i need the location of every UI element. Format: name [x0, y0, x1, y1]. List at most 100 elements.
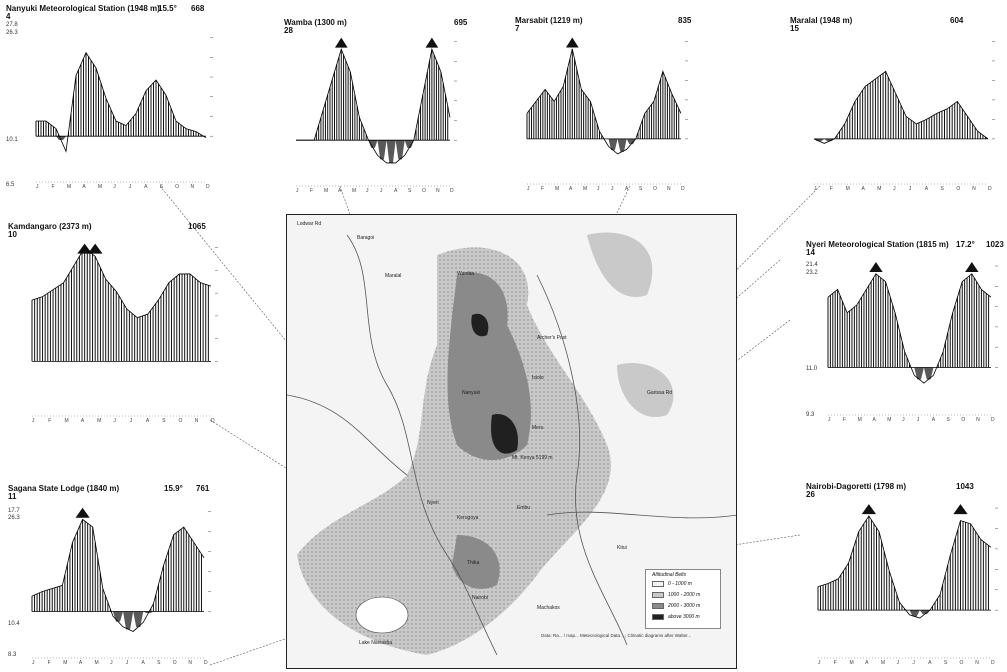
month-label: A: [144, 184, 148, 190]
arid-period: [377, 140, 387, 160]
month-label: O: [173, 660, 177, 666]
month-label: J: [113, 184, 116, 190]
place-label: Garissa Rd: [647, 390, 673, 396]
month-label: M: [846, 186, 850, 192]
arid-period: [404, 140, 414, 148]
month-label: J: [366, 188, 369, 194]
y-label: 9.3: [806, 412, 815, 418]
annual-rainfall: 604: [950, 16, 964, 25]
month-label: N: [972, 186, 976, 192]
month-label: J: [893, 186, 896, 192]
perhumid-peak: [75, 507, 90, 518]
month-label: D: [211, 418, 215, 424]
month-label: A: [932, 417, 936, 423]
month-label: J: [917, 417, 920, 423]
diagram-title: Kamdangaro (2373 m): [8, 222, 92, 231]
arid-period: [112, 611, 124, 622]
month-label: F: [48, 660, 51, 666]
place-label: Lodwar Rd: [297, 221, 322, 227]
place-label: Baragoi: [357, 235, 375, 241]
observation-years: 7: [515, 24, 520, 33]
place-label: Maralal: [385, 273, 402, 279]
month-label: D: [988, 186, 992, 192]
y-label: 26.3: [6, 30, 18, 36]
arid-period: [824, 138, 835, 142]
month-label: N: [188, 660, 192, 666]
month-label: S: [408, 188, 412, 194]
month-label: A: [861, 186, 865, 192]
month-label: J: [828, 417, 831, 423]
arid-period: [56, 136, 66, 141]
legend-swatch: [652, 614, 664, 620]
annual-rainfall: 761: [196, 484, 210, 493]
arid-period: [914, 367, 924, 380]
month-label: J: [296, 188, 299, 194]
month-label: A: [81, 418, 85, 424]
month-label: J: [32, 418, 35, 424]
month-label: N: [976, 417, 980, 423]
y-label: 10.1: [6, 137, 18, 143]
y-label: 23.2: [806, 270, 818, 276]
diagram-title: Nyeri Meteorological Station (1815 m): [806, 240, 949, 249]
lake-naivasha: [355, 596, 409, 634]
month-label: A: [865, 660, 869, 666]
month-label: O: [175, 184, 179, 190]
month-label: A: [146, 418, 150, 424]
legend-label: above 3000 m: [668, 614, 700, 620]
month-label: J: [912, 660, 915, 666]
arid-period: [919, 610, 930, 615]
topographic-map: Maralal Baragoi Wamba Archer's Post Isio…: [286, 214, 737, 669]
y-label: 17.7: [8, 508, 20, 514]
month-label: D: [204, 660, 208, 666]
month-label: N: [195, 418, 199, 424]
month-label: N: [975, 660, 979, 666]
annual-rainfall: 668: [191, 4, 205, 13]
month-label: A: [394, 188, 398, 194]
month-label: S: [944, 660, 948, 666]
place-label: Isiolo: [532, 375, 544, 381]
arid-period: [386, 140, 396, 164]
month-label: S: [160, 184, 164, 190]
perhumid-peak: [87, 243, 103, 254]
month-label: J: [113, 418, 116, 424]
legend-entry: 2000 - 3000 m: [652, 603, 716, 610]
legend-label: 2000 - 3000 m: [668, 603, 701, 609]
diagram-title: Sagana State Lodge (1840 m): [8, 484, 120, 493]
month-label: D: [206, 184, 210, 190]
climate-diagram-kamdangaro: Kamdangaro (2373 m) 1065 10 J F M A M J J A S O N D: [8, 222, 233, 432]
perhumid-peak: [965, 262, 979, 272]
precipitation-curve: [827, 273, 992, 384]
month-label: M: [849, 660, 853, 666]
month-label: O: [178, 418, 182, 424]
diagram-title: Nanyuki Meteorological Station (1948 m): [6, 4, 160, 13]
precipitation-curve: [817, 515, 992, 619]
month-label: O: [956, 186, 960, 192]
legend-entry: 1000 - 2000 m: [652, 592, 716, 599]
annual-rainfall: 1043: [956, 482, 974, 491]
relief-shading: [287, 215, 736, 668]
month-label: J: [129, 184, 132, 190]
month-label: M: [858, 417, 862, 423]
place-label: Wamba: [457, 271, 475, 277]
arid-period: [608, 138, 618, 151]
map-source-note: Data: Ra... / map... Meteorological Data…: [541, 633, 692, 638]
legend-label: 1000 - 2000 m: [668, 592, 701, 598]
legend-swatch: [652, 592, 664, 598]
month-label: J: [611, 186, 614, 192]
climate-diagram-maralal: Maralal (1948 m) 604 15 J F M A M J J A S O N D: [790, 16, 1007, 196]
month-label: O: [960, 660, 964, 666]
climate-diagram-marsabit: Marsabit (1219 m) 835 7 J F M A M J J A S O N D: [515, 16, 700, 196]
place-label: Nanyuki: [462, 390, 481, 396]
month-label: F: [51, 184, 54, 190]
precipitation-curve: [296, 47, 451, 164]
legend-title: Altitudinal Belts: [652, 572, 687, 578]
month-label: J: [126, 660, 129, 666]
month-label: A: [82, 184, 86, 190]
observation-years: 26: [806, 490, 815, 499]
month-label: M: [583, 186, 587, 192]
month-label: F: [48, 418, 51, 424]
y-label: 21.4: [806, 262, 818, 268]
